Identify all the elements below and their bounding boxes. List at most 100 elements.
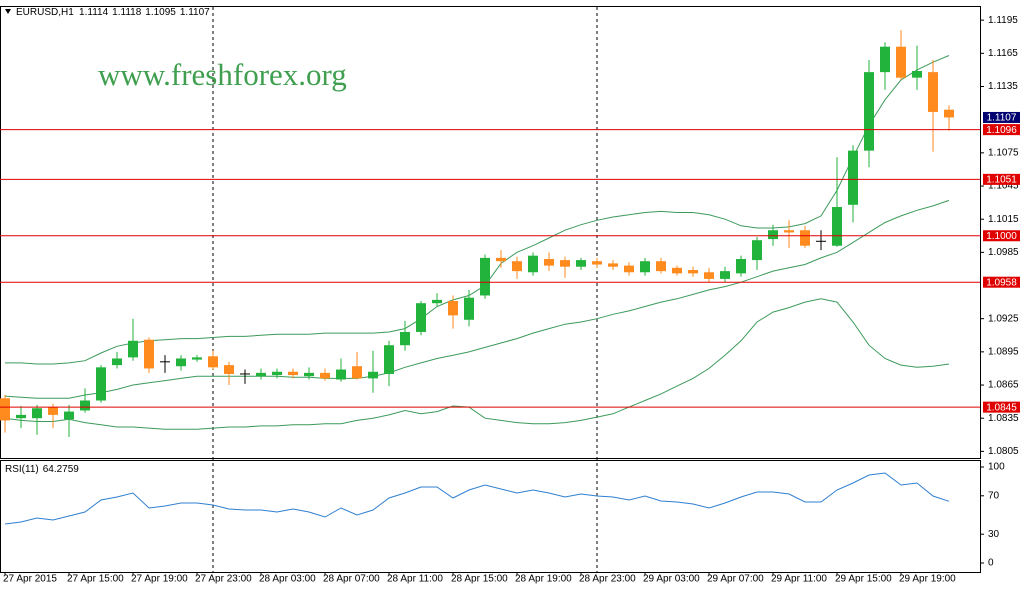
- candle-body: [624, 265, 634, 273]
- candle-body: [784, 230, 794, 233]
- candle-body: [272, 371, 282, 376]
- watermark: www.freshforex.org: [98, 57, 347, 92]
- y-tick-label: 1.0865: [988, 380, 1019, 391]
- candle-body: [304, 372, 314, 377]
- candle-body: [928, 72, 938, 112]
- last-price-label: 1.1107: [987, 113, 1017, 124]
- candle-body: [912, 71, 922, 78]
- x-tick-label: 28 Apr 07:00: [323, 574, 380, 585]
- header-open: 1.1114: [79, 7, 109, 18]
- x-tick-label: 29 Apr 03:00: [643, 574, 700, 585]
- x-tick-label: 27 Apr 23:00: [195, 574, 252, 585]
- candle-body: [256, 372, 266, 377]
- x-tick-label: 28 Apr 15:00: [451, 574, 508, 585]
- candle-body: [832, 207, 842, 246]
- chart-header: EURUSD,H1 1.1114 1.1118 1.1095 1.1107: [16, 7, 210, 18]
- rsi-panel-frame: [0, 460, 981, 573]
- candle-body: [768, 230, 778, 240]
- candle-body: [496, 257, 506, 262]
- candle-body: [480, 257, 490, 296]
- y-tick-label: 1.1195: [988, 15, 1018, 26]
- y-tick-label: 1.1015: [988, 214, 1019, 225]
- candle-body: [64, 411, 74, 420]
- y-tick-label: 30: [988, 529, 1000, 540]
- candle-body: [336, 369, 346, 380]
- candle-body: [752, 240, 762, 261]
- candle-body: [848, 150, 858, 205]
- x-tick-label: 28 Apr 11:00: [387, 574, 443, 585]
- candle-body: [688, 270, 698, 274]
- y-tick-label: 1.0835: [988, 413, 1019, 424]
- candle-body: [112, 358, 122, 366]
- header-low: 1.1095: [145, 7, 176, 18]
- header-close: 1.1107: [180, 7, 210, 18]
- x-tick-label: 27 Apr 2015: [3, 574, 57, 585]
- price-panel-frame: [0, 6, 981, 459]
- candle-body: [320, 372, 330, 379]
- y-tick-label: 1.1075: [988, 147, 1019, 158]
- band-line: [4, 298, 950, 430]
- candle-body: [880, 46, 890, 73]
- x-tick-label: 29 Apr 11:00: [771, 574, 827, 585]
- menu-arrow-icon: [5, 9, 11, 14]
- candle-body: [544, 258, 554, 266]
- symbol: EURUSD,H1: [16, 7, 74, 18]
- candle-body: [416, 303, 426, 332]
- rsi-last-value: 64.2759: [43, 464, 80, 475]
- candle-body: [16, 414, 26, 419]
- level-label-box: [983, 276, 1020, 288]
- y-tick-label: 70: [988, 490, 1000, 501]
- level-label-box: [983, 173, 1020, 185]
- x-tick-label: 28 Apr 19:00: [515, 574, 572, 585]
- x-tick-label: 27 Apr 15:00: [67, 574, 124, 585]
- level-label: 1.1000: [986, 231, 1017, 242]
- candle-body: [944, 109, 954, 118]
- candle-body: [384, 345, 394, 374]
- candle-body: [128, 340, 138, 358]
- candle-body: [656, 261, 666, 272]
- candle-body: [48, 407, 58, 415]
- candle-body: [144, 339, 154, 369]
- last-price-box: [983, 111, 1020, 123]
- level-label-box: [983, 401, 1020, 413]
- y-tick-label: 0: [988, 558, 994, 569]
- candle-body: [640, 261, 650, 273]
- candle-body: [448, 300, 458, 316]
- candle-body: [720, 271, 730, 279]
- y-tick-label: 1.0805: [988, 446, 1019, 457]
- candle-body: [672, 267, 682, 274]
- level-label: 1.1051: [986, 175, 1017, 186]
- x-tick-label: 29 Apr 19:00: [899, 574, 956, 585]
- candle-body: [896, 46, 906, 78]
- candle-body: [512, 261, 522, 272]
- x-tick-label: 27 Apr 19:00: [131, 574, 188, 585]
- candle-body: [0, 398, 10, 421]
- candle-body: [560, 260, 570, 267]
- y-tick-label: 100: [988, 462, 1005, 473]
- candle-body: [432, 299, 442, 304]
- y-tick-label: 1.1045: [988, 181, 1019, 192]
- level-label: 1.1096: [986, 125, 1017, 136]
- rsi-title: RSI(11) 64.2759: [5, 464, 79, 475]
- x-tick-label: 28 Apr 03:00: [259, 574, 316, 585]
- candle-body: [864, 72, 874, 151]
- y-tick-label: 1.0925: [988, 313, 1019, 324]
- candle-body: [96, 367, 106, 401]
- candle-body: [352, 366, 362, 379]
- x-tick-label: 28 Apr 23:00: [579, 574, 636, 585]
- candle-body: [400, 331, 410, 346]
- candle-body: [176, 358, 186, 367]
- y-tick-label: 1.0895: [988, 346, 1019, 357]
- candle-body: [464, 297, 474, 320]
- y-tick-label: 1.1165: [988, 48, 1018, 59]
- candle-body: [192, 357, 202, 360]
- candle-body: [736, 258, 746, 274]
- level-label: 1.0958: [986, 277, 1017, 288]
- level-label: 1.0845: [986, 402, 1017, 413]
- candle-body: [288, 371, 298, 376]
- candle-body: [32, 408, 42, 419]
- candle-body: [608, 263, 618, 267]
